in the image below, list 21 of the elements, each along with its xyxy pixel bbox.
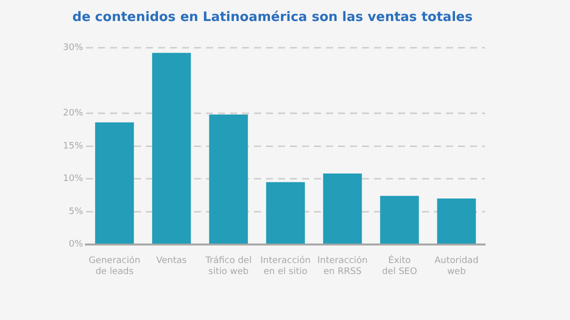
y-tick-label: 15% [62, 141, 84, 152]
y-tick-label: 0% [68, 240, 84, 250]
bar [95, 122, 134, 244]
x-tick-label: Tráfico del sitio web [204, 255, 252, 277]
chart-title: de contenidos en Latinoamérica son las ventas totales [72, 10, 473, 26]
x-tick-label: Éxito del SEO [382, 254, 418, 277]
x-tick-label: Generación de leads [88, 255, 140, 277]
bar [323, 174, 362, 244]
x-tick-label: Ventas [156, 256, 188, 266]
bar [380, 196, 419, 244]
y-tick-label: 20% [62, 108, 84, 119]
bar [266, 182, 305, 244]
x-tick-label: Interacción en el sitio [260, 255, 311, 277]
x-tick-label: Autoridad web [434, 256, 479, 277]
y-tick-label: 5% [68, 206, 84, 217]
x-tick-label: Interacción en RRSS [317, 255, 368, 277]
y-tick-label: 10% [62, 174, 84, 184]
bar [437, 198, 476, 244]
bar [152, 52, 191, 244]
bar [209, 114, 248, 244]
y-tick-label: 30% [62, 42, 84, 53]
